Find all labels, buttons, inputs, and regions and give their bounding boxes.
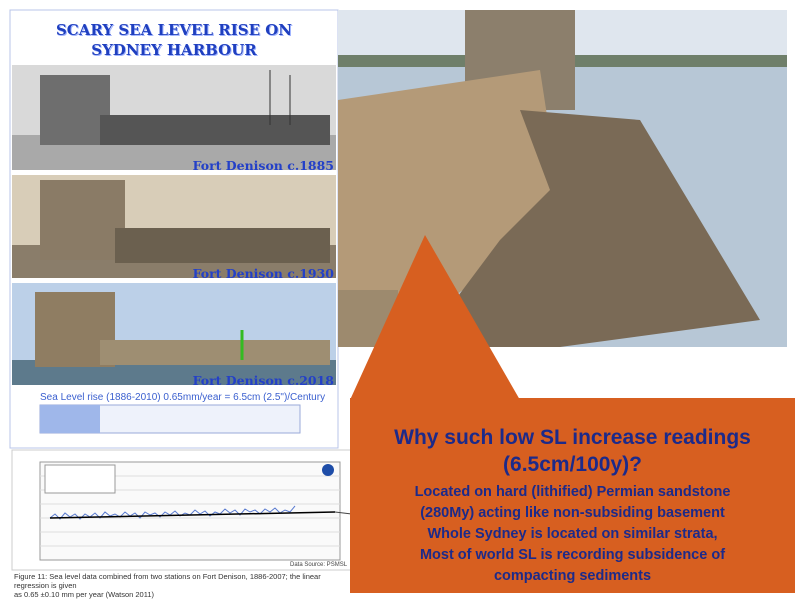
ruler [40,405,300,433]
body-line: Located on hard (lithified) Permian sand… [350,482,795,503]
photo-1930 [12,175,336,278]
slide: {"slide": { "title_lines": ["SCARY SEA L… [0,0,795,593]
photo-caption: Fort Denison c.1930 [134,266,334,281]
inset-chart-image [12,450,360,570]
title-line: SYDNEY HARBOUR [10,40,338,60]
caption-line: Figure 11: Sea level data combined from … [14,572,354,590]
photo-caption: Fort Denison c.2018 [134,373,334,388]
callout-body: Located on hard (lithified) Permian sand… [350,482,795,587]
callout-heading: Why such low SL increase readings (6.5cm… [350,424,795,478]
figure-caption: Figure 11: Sea level data combined from … [14,572,354,599]
slide-title: SCARY SEA LEVEL RISE ON SYDNEY HARBOUR [10,20,338,60]
heading-line: (6.5cm/100y)? [350,451,795,478]
heading-line: Why such low SL increase readings [350,424,795,451]
title-line: SCARY SEA LEVEL RISE ON [10,20,338,40]
chart-source: Data Source: PSMSL [290,562,347,568]
body-line: Most of world SL is recording subsidence… [350,545,795,566]
body-line: compacting sediments [350,566,795,587]
callout-box: Why such low SL increase readings (6.5cm… [350,398,795,593]
caption-line: as 0.65 ±0.10 mm per year (Watson 2011) [14,590,354,599]
photo-1885 [12,65,336,170]
photo-2018 [12,283,336,385]
ruler-caption: Sea Level rise (1886-2010) 0.65mm/year =… [40,392,325,403]
body-line: Whole Sydney is located on similar strat… [350,524,795,545]
photo-caption: Fort Denison c.1885 [134,158,334,173]
body-line: (280My) acting like non-subsiding baseme… [350,503,795,524]
